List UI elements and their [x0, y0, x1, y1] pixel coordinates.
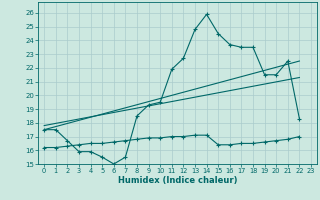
X-axis label: Humidex (Indice chaleur): Humidex (Indice chaleur)	[118, 176, 237, 185]
